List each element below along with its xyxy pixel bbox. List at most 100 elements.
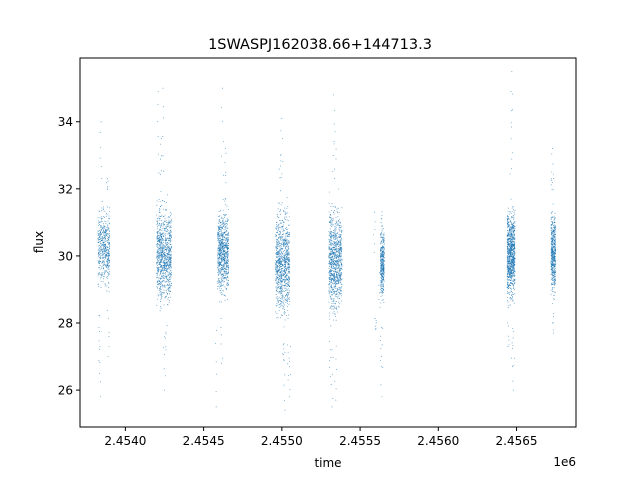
data-point xyxy=(277,208,279,210)
data-point xyxy=(162,234,164,236)
data-point xyxy=(280,176,282,178)
data-point xyxy=(169,261,171,263)
data-point xyxy=(380,222,382,223)
data-point xyxy=(511,225,513,227)
data-point xyxy=(103,276,105,277)
data-point xyxy=(288,258,290,260)
data-point xyxy=(331,240,333,242)
data-point xyxy=(506,217,508,219)
data-point xyxy=(224,258,226,260)
data-point xyxy=(285,212,287,214)
data-point xyxy=(333,299,335,301)
data-point xyxy=(275,265,277,267)
data-point xyxy=(161,252,163,253)
data-point xyxy=(217,280,219,282)
data-point xyxy=(379,360,381,361)
data-point xyxy=(283,343,285,345)
data-point xyxy=(107,356,109,357)
data-point xyxy=(334,257,336,258)
data-point xyxy=(339,221,341,223)
data-point xyxy=(219,282,221,284)
data-point xyxy=(284,278,285,280)
data-point xyxy=(159,235,161,237)
data-point xyxy=(99,236,101,238)
data-point xyxy=(226,261,228,263)
data-point xyxy=(223,254,225,255)
data-point xyxy=(285,282,287,284)
data-point xyxy=(382,238,384,240)
data-point xyxy=(332,273,334,275)
data-point xyxy=(511,223,513,224)
data-point xyxy=(279,267,280,269)
data-point xyxy=(168,281,170,283)
data-point xyxy=(103,264,105,266)
data-point xyxy=(103,267,104,269)
data-point xyxy=(219,240,220,241)
data-point xyxy=(219,292,221,294)
data-point xyxy=(278,224,279,226)
data-point xyxy=(340,273,342,275)
data-point xyxy=(276,291,278,292)
data-point xyxy=(227,265,229,267)
data-point xyxy=(157,257,159,259)
data-point xyxy=(280,275,282,277)
data-point xyxy=(225,259,227,261)
data-point xyxy=(101,228,103,229)
data-point xyxy=(277,317,279,319)
data-point xyxy=(283,242,285,243)
data-point xyxy=(224,251,226,253)
data-point xyxy=(380,240,382,242)
data-point xyxy=(284,291,286,292)
data-point xyxy=(341,263,343,265)
data-point xyxy=(331,287,333,289)
data-point xyxy=(380,248,382,250)
data-point xyxy=(108,250,110,252)
data-point xyxy=(280,160,282,162)
data-point xyxy=(277,202,279,204)
data-point xyxy=(104,272,105,274)
data-point xyxy=(289,389,291,391)
data-point xyxy=(166,281,168,283)
data-point xyxy=(382,327,384,329)
data-point xyxy=(330,259,332,261)
data-point xyxy=(331,259,333,261)
data-point xyxy=(280,266,282,268)
data-point xyxy=(161,247,163,249)
data-point xyxy=(162,264,164,266)
data-point xyxy=(101,245,103,247)
data-point xyxy=(223,290,225,292)
data-point xyxy=(332,218,334,220)
data-point xyxy=(281,173,283,175)
data-point xyxy=(512,295,514,297)
data-point xyxy=(223,243,225,245)
data-point xyxy=(219,225,221,227)
data-point xyxy=(107,252,109,254)
data-point xyxy=(286,229,288,230)
data-point xyxy=(105,252,107,254)
data-point xyxy=(285,268,286,270)
data-point xyxy=(331,349,333,351)
data-point xyxy=(100,381,101,383)
data-point xyxy=(281,270,283,272)
data-point xyxy=(168,222,170,224)
data-point xyxy=(220,244,222,246)
data-point xyxy=(162,136,164,137)
data-point xyxy=(337,297,339,299)
data-point xyxy=(340,253,342,254)
data-point xyxy=(337,207,339,209)
data-point xyxy=(288,235,289,237)
data-point xyxy=(163,347,164,349)
data-point xyxy=(337,224,339,226)
data-point xyxy=(221,221,223,223)
data-point xyxy=(280,288,282,290)
data-point xyxy=(334,277,336,279)
data-point xyxy=(97,275,99,277)
data-point xyxy=(217,231,219,233)
data-point xyxy=(286,226,288,228)
data-point xyxy=(215,342,217,344)
data-point xyxy=(331,305,333,307)
data-point xyxy=(333,310,335,312)
data-point xyxy=(287,232,289,234)
data-point xyxy=(379,340,381,341)
data-point xyxy=(275,247,277,249)
